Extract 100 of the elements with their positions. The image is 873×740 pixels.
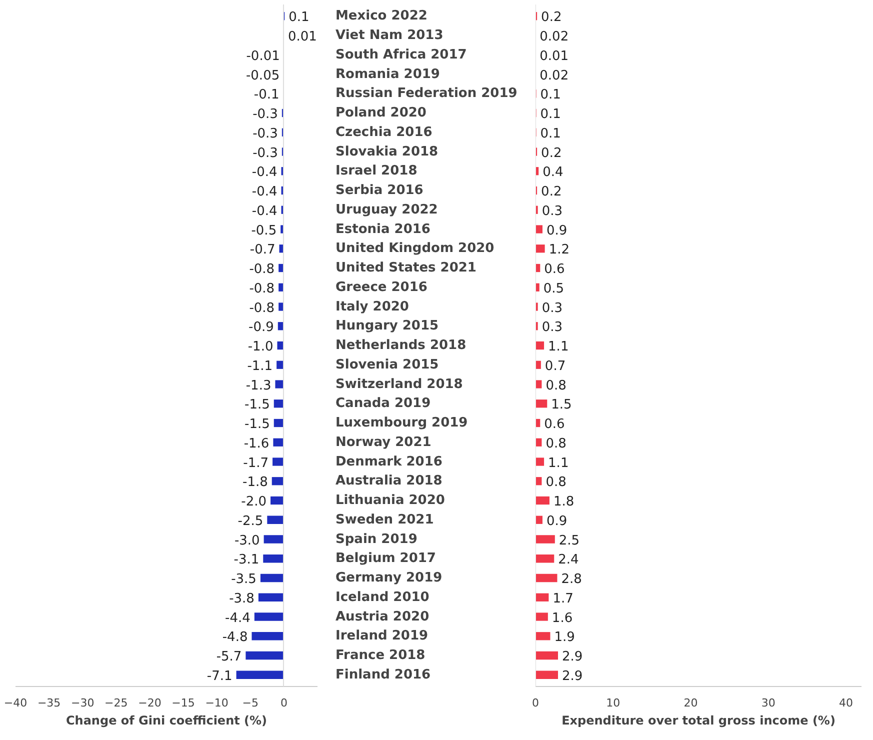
data-label: 0.3 — [542, 300, 563, 316]
y-tick-label: Switzerland 2018 — [336, 376, 463, 392]
y-tick-label: South Africa 2017 — [336, 47, 467, 62]
data-label: -0.8 — [249, 281, 275, 296]
y-tick-label: Canada 2019 — [336, 396, 431, 412]
data-label: -3.5 — [231, 572, 256, 587]
y-tick-label: Serbia 2016 — [336, 183, 424, 198]
x-tick-label: 30 — [761, 696, 776, 710]
y-tick-label: Sweden 2021 — [336, 512, 434, 528]
y-tick-label: Austria 2020 — [336, 609, 430, 624]
data-label: 0.8 — [546, 378, 566, 394]
x-tick-label: −30 — [71, 696, 94, 710]
data-label: 0.4 — [542, 165, 564, 180]
x-tick-label: −5 — [242, 696, 258, 710]
y-tick-label: Lithuania 2020 — [336, 493, 445, 508]
data-label: -1.5 — [244, 417, 270, 432]
data-label: 1.1 — [548, 340, 569, 354]
data-label: 0.3 — [542, 204, 563, 219]
data-label: -1.7 — [243, 456, 269, 471]
y-tick-label: Denmark 2016 — [336, 454, 442, 470]
x-tick-label: 0 — [280, 696, 288, 710]
data-label: 2.5 — [558, 533, 580, 548]
data-label: -0.9 — [248, 320, 274, 336]
data-label: -0.4 — [252, 204, 278, 219]
data-label: 1.1 — [548, 456, 569, 471]
data-label: 0.6 — [544, 417, 565, 432]
y-tick-label: Australia 2018 — [336, 474, 442, 489]
data-label: -1.5 — [244, 398, 270, 413]
data-label: -2.5 — [238, 514, 264, 529]
data-label: 1.8 — [553, 494, 574, 510]
data-label: -0.05 — [246, 68, 280, 84]
data-label: 0.2 — [541, 184, 562, 200]
data-label: -0.1 — [254, 88, 280, 103]
data-label: 0.7 — [544, 358, 566, 374]
data-label: 1.7 — [552, 591, 574, 606]
data-label: -4.8 — [222, 630, 248, 646]
x-tick-label: −10 — [205, 696, 228, 710]
data-label: -4.4 — [225, 610, 250, 626]
data-label: -0.01 — [246, 48, 280, 64]
data-label: -0.4 — [252, 165, 278, 180]
y-tick-label: Iceland 2010 — [336, 590, 430, 605]
x-axis-title: Expenditure over total gross income (%) — [562, 714, 836, 728]
data-label: 0.6 — [544, 262, 565, 277]
y-tick-label: Mexico 2022 — [336, 8, 428, 24]
x-tick-label: −15 — [172, 696, 195, 710]
y-tick-label: Romania 2019 — [336, 66, 440, 82]
y-tick-label: Greece 2016 — [336, 280, 428, 295]
data-label: -0.5 — [251, 223, 277, 238]
data-label: -3.0 — [234, 533, 260, 548]
x-tick-label: −35 — [37, 696, 61, 710]
y-tick-label: United States 2021 — [336, 260, 476, 276]
data-label: -3.8 — [229, 591, 254, 606]
y-tick-label: Luxembourg 2019 — [336, 416, 468, 430]
data-label: 0.01 — [288, 30, 317, 44]
data-label: 0.1 — [540, 107, 561, 122]
y-tick-label: United Kingdom 2020 — [336, 241, 494, 256]
y-tick-label: Uruguay 2022 — [336, 202, 438, 218]
data-label: -7.1 — [206, 668, 232, 684]
data-label: 0.2 — [541, 10, 562, 26]
y-tick-label: Finland 2016 — [336, 667, 431, 682]
x-tick-label: −25 — [104, 696, 128, 710]
data-label: 0.02 — [540, 30, 569, 44]
y-tick-label: Germany 2019 — [336, 570, 442, 586]
data-label: 0.01 — [540, 48, 569, 64]
data-label: 2.9 — [562, 668, 583, 684]
y-tick-label: Belgium 2017 — [336, 551, 436, 566]
data-label: -0.8 — [249, 300, 275, 316]
data-label: 1.9 — [554, 630, 575, 646]
data-label: -1.1 — [247, 358, 273, 374]
y-tick-label: Czechia 2016 — [336, 124, 432, 140]
data-label: -1.0 — [248, 340, 274, 354]
y-tick-label: Slovenia 2015 — [336, 357, 439, 372]
data-label: 2.4 — [558, 552, 579, 568]
data-label: 0.9 — [546, 223, 568, 238]
data-label: 0.1 — [540, 88, 561, 103]
y-tick-label: France 2018 — [336, 648, 426, 663]
data-label: -1.8 — [242, 475, 268, 490]
y-tick-label: Italy 2020 — [336, 299, 409, 314]
data-label: -0.7 — [250, 242, 276, 258]
data-label: 0.9 — [546, 514, 568, 529]
data-label: -0.4 — [252, 184, 278, 200]
x-axis-title: Change of Gini coefficient (%) — [66, 714, 268, 728]
data-label: 0.2 — [541, 146, 562, 161]
y-tick-label: Netherlands 2018 — [336, 338, 466, 353]
x-tick-label: −20 — [138, 696, 162, 710]
y-tick-label: Estonia 2016 — [336, 222, 430, 237]
data-label: 0.1 — [540, 126, 561, 142]
data-label: 0.8 — [546, 475, 566, 490]
data-label: 0.1 — [288, 10, 310, 26]
data-label: -0.3 — [252, 126, 278, 142]
data-label: -2.0 — [241, 494, 267, 510]
y-tick-label: Norway 2021 — [336, 434, 432, 450]
data-label: -1.3 — [246, 378, 272, 394]
y-tick-label: Hungary 2015 — [336, 318, 439, 334]
data-label: -0.3 — [252, 146, 278, 161]
data-label: 2.8 — [561, 572, 582, 587]
data-label: 2.9 — [562, 650, 583, 664]
y-tick-label: Spain 2019 — [336, 532, 418, 547]
y-tick-label: Slovakia 2018 — [336, 144, 438, 160]
y-tick-label: Ireland 2019 — [336, 628, 428, 644]
